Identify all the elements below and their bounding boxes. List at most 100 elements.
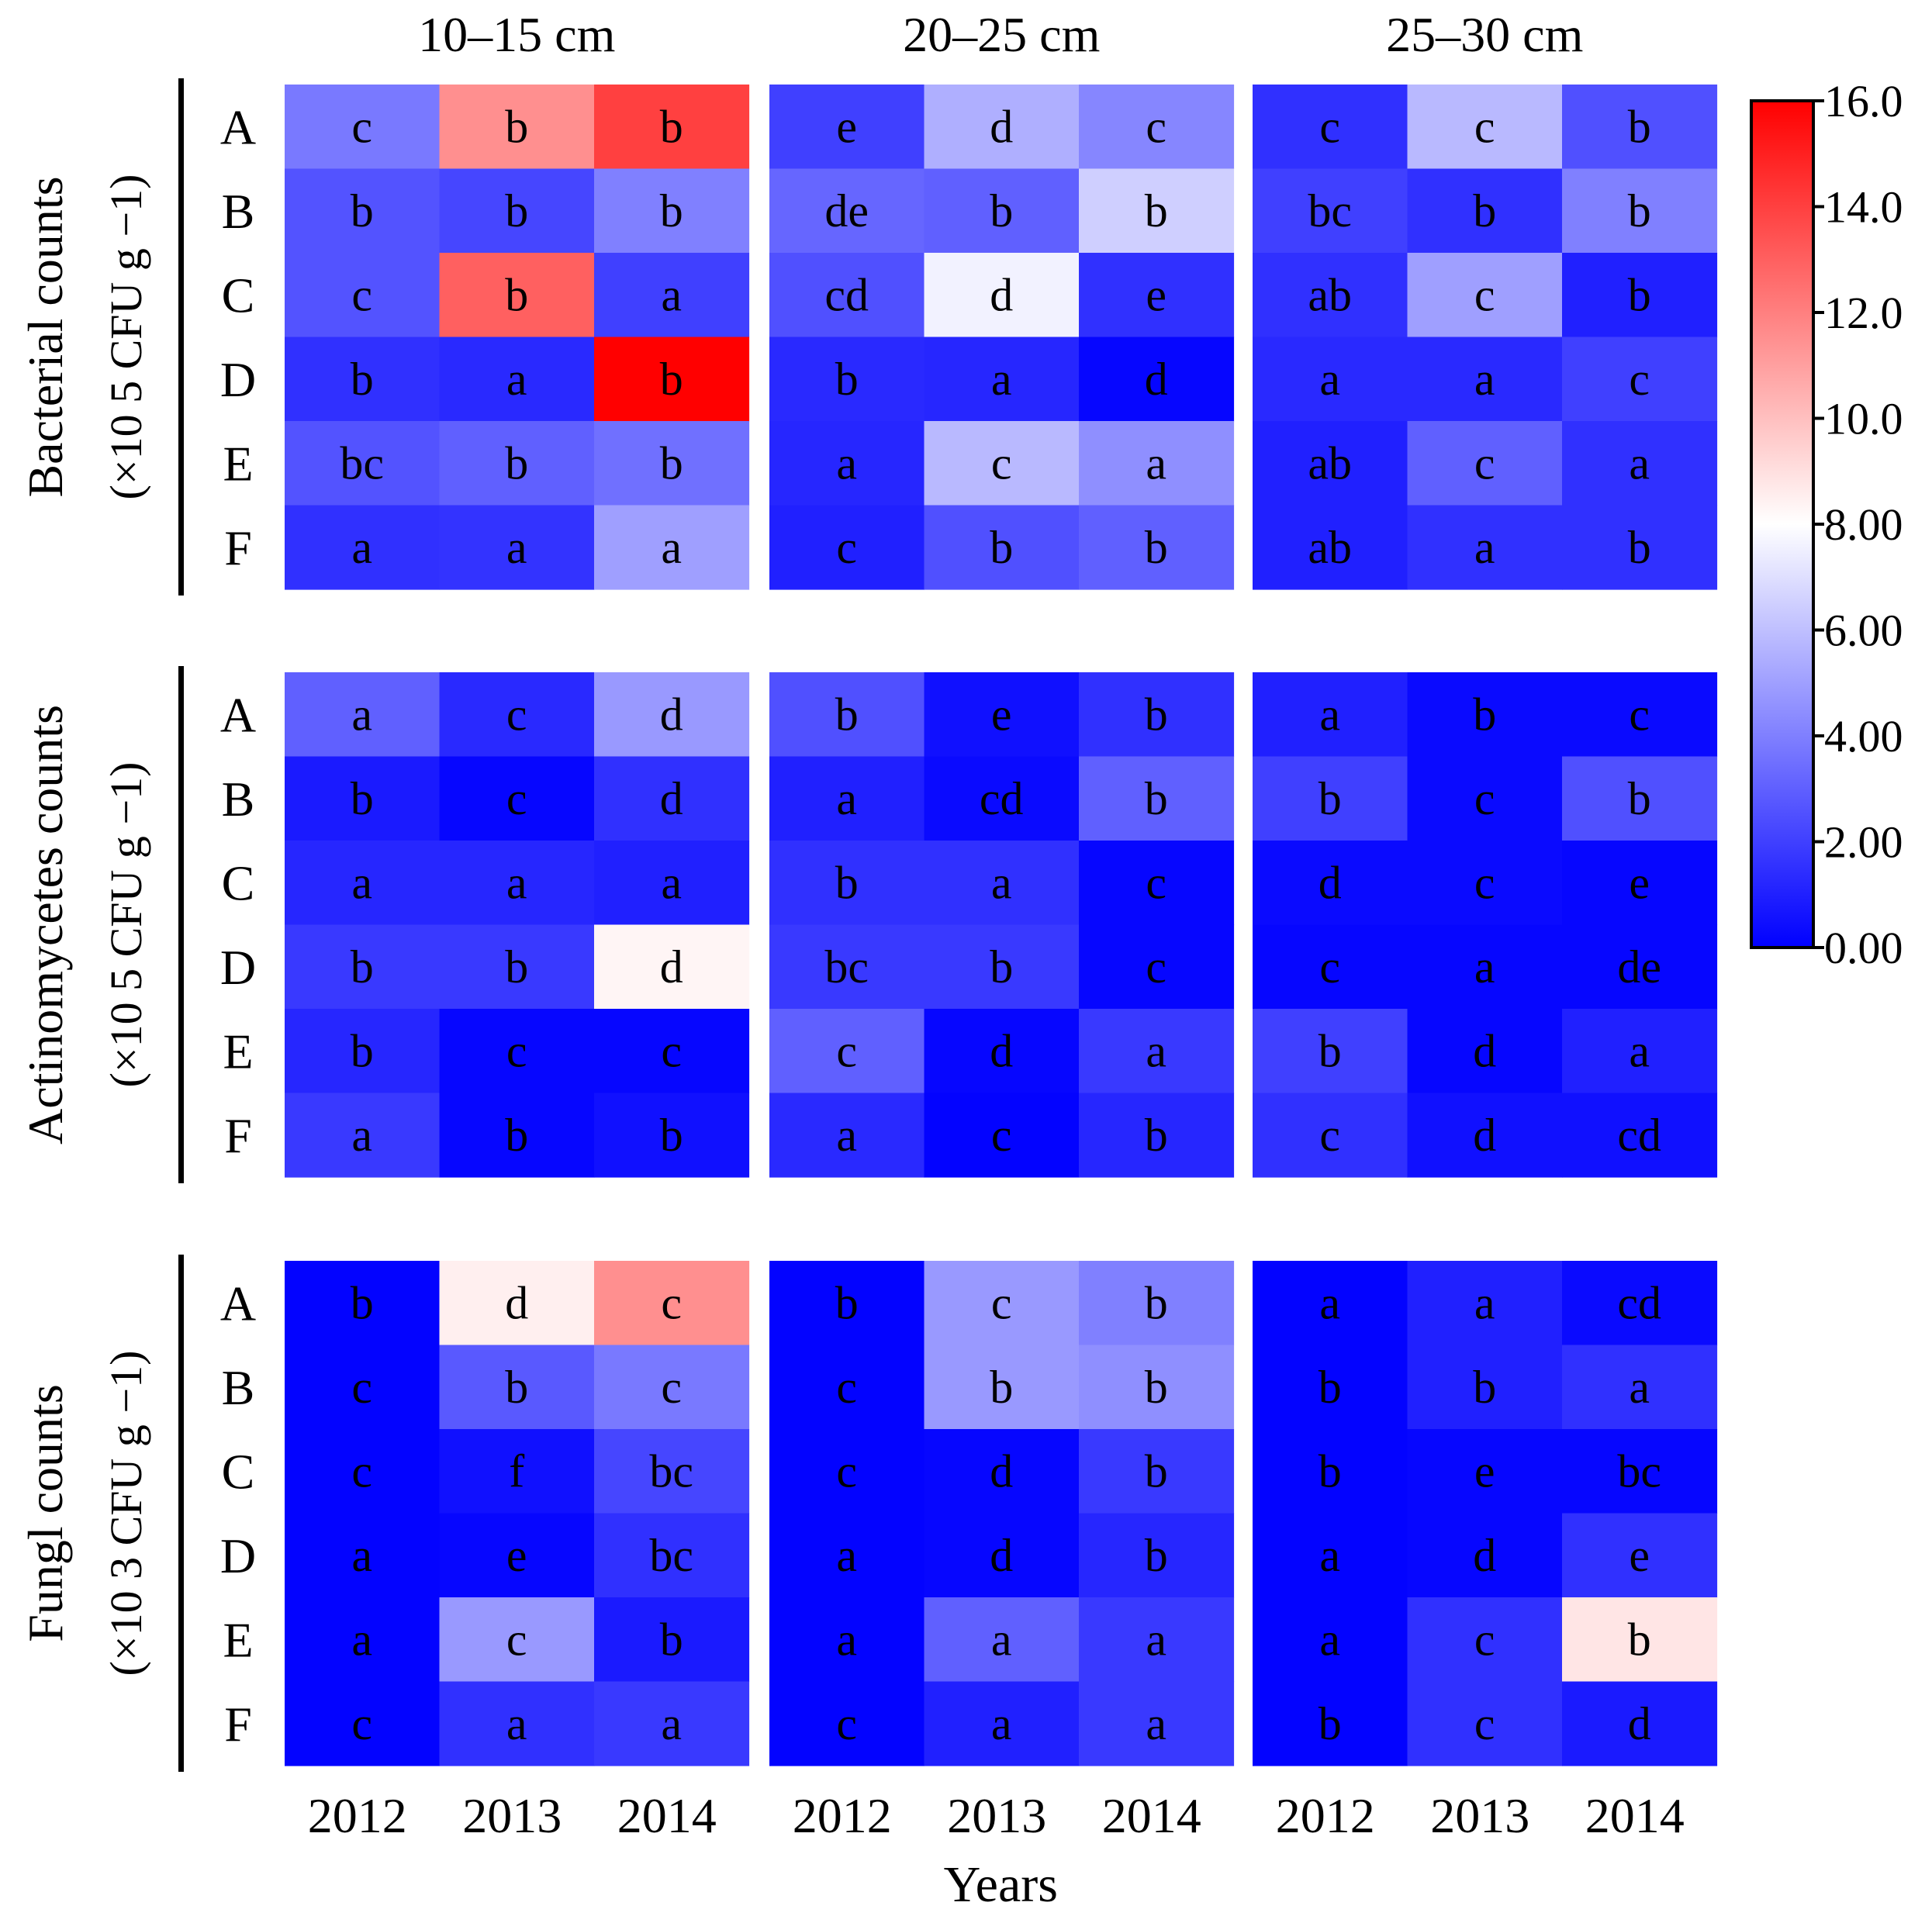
- significance-letter: bc: [649, 1530, 693, 1581]
- heatmap-cell: [1562, 337, 1718, 422]
- heatmap-cell: [285, 1597, 441, 1683]
- heatmap-cell: [1079, 1597, 1235, 1683]
- heatmap-cell: [1253, 1681, 1408, 1766]
- row-label-A: A: [220, 1276, 256, 1331]
- significance-letter: b: [1473, 1362, 1496, 1413]
- significance-letter: a: [1319, 1530, 1340, 1581]
- heatmap-cell: [1562, 1345, 1718, 1430]
- significance-letter: b: [1319, 1362, 1342, 1413]
- significance-letter: b: [1145, 773, 1168, 824]
- heatmap-cell: [1407, 924, 1563, 1010]
- row-label-E: E: [223, 1024, 253, 1079]
- row-label-C: C: [222, 855, 255, 910]
- heatmap-cell: [1407, 1093, 1563, 1178]
- heatmap-cell: [1562, 1597, 1718, 1683]
- heatmap-cell: [1253, 841, 1408, 926]
- significance-letter: a: [1474, 941, 1495, 993]
- heatmap-cell: [1562, 672, 1718, 758]
- colorbar-tick-label: 14.0: [1824, 182, 1903, 233]
- heatmap-cell: [1079, 421, 1235, 506]
- significance-letter: c: [836, 1445, 857, 1497]
- significance-letter: b: [505, 269, 528, 320]
- significance-letter: c: [1629, 354, 1650, 405]
- heatmap-cell: [1253, 85, 1408, 170]
- heatmap-cell: [1562, 1513, 1718, 1598]
- significance-letter: bc: [824, 941, 869, 993]
- significance-letter: d: [990, 1445, 1013, 1497]
- significance-letter: c: [1319, 101, 1340, 152]
- heatmap-cell: [924, 1093, 1080, 1178]
- heatmap-cell: [285, 756, 441, 841]
- heatmap-cell: [285, 505, 441, 590]
- heatmap-cell: [924, 924, 1080, 1010]
- depth-title-3: 25–30 cm: [1386, 7, 1583, 62]
- row-label-B: B: [222, 772, 255, 827]
- heatmap-cell: [594, 672, 750, 758]
- significance-letter: b: [660, 101, 683, 152]
- significance-letter: b: [1628, 269, 1651, 320]
- significance-letter: c: [506, 689, 527, 740]
- heatmap-cell: [769, 85, 925, 170]
- significance-letter: b: [351, 1025, 374, 1076]
- significance-letter: b: [1145, 1530, 1168, 1581]
- heatmap-cell: [1079, 1513, 1235, 1598]
- heatmap-cell: [769, 756, 925, 841]
- heatmap-cell: [1407, 1345, 1563, 1430]
- year-tick-label: 2014: [1102, 1788, 1201, 1843]
- heatmap-cell: [439, 85, 595, 170]
- significance-letter: c: [1146, 941, 1166, 993]
- significance-letter: b: [505, 185, 528, 236]
- significance-letter: b: [1145, 1362, 1168, 1413]
- significance-letter: c: [991, 1277, 1012, 1328]
- significance-letter: a: [991, 1614, 1012, 1665]
- heatmap-cell: [1407, 85, 1563, 170]
- significance-letter: b: [505, 437, 528, 489]
- year-tick-label: 2012: [1276, 1788, 1375, 1843]
- colorbar-gradient: [1750, 99, 1815, 949]
- row-label-F: F: [224, 1108, 252, 1163]
- row-label-E: E: [223, 436, 253, 491]
- significance-letter: c: [836, 522, 857, 573]
- significance-letter: a: [836, 1530, 857, 1581]
- heatmap-cell: [1407, 505, 1563, 590]
- heatmap-cell: [439, 924, 595, 1010]
- heatmap-cell: [1562, 1093, 1718, 1178]
- year-tick-label: 2014: [1585, 1788, 1685, 1843]
- x-axis-title: Years: [944, 1856, 1058, 1913]
- heatmap-cell: [1253, 168, 1408, 254]
- heatmap-cell: [924, 85, 1080, 170]
- colorbar-tick-label: 16.0: [1824, 76, 1903, 126]
- significance-letter: b: [1145, 522, 1168, 573]
- significance-letter: a: [1474, 354, 1495, 405]
- heatmap-cell: [769, 1261, 925, 1346]
- heatmap-cell: [924, 1681, 1080, 1766]
- heatmap-cell: [769, 421, 925, 506]
- significance-letter: b: [351, 185, 374, 236]
- significance-letter: a: [1319, 1614, 1340, 1665]
- significance-letter: a: [1629, 437, 1650, 489]
- significance-letter: b: [835, 689, 859, 740]
- significance-letter: c: [836, 1025, 857, 1076]
- significance-letter: e: [991, 689, 1012, 740]
- significance-letter: b: [1145, 1110, 1168, 1161]
- colorbar: 0.00 2.00 4.00 6.00 8.00 10.0 12.0 14.0 16.0: [1750, 76, 1903, 973]
- heatmap-cell: [1253, 924, 1408, 1010]
- heatmap-cell: [924, 421, 1080, 506]
- year-tick-label: 2012: [308, 1788, 407, 1843]
- significance-letter: b: [505, 941, 528, 993]
- heatmap-cell: [924, 505, 1080, 590]
- significance-letter: b: [660, 354, 683, 405]
- heatmap-cell: [1253, 1597, 1408, 1683]
- heatmap-cell: [924, 672, 1080, 758]
- heatmap-cell: [924, 1429, 1080, 1514]
- significance-letter: d: [1473, 1110, 1496, 1161]
- heatmap-cell: [285, 924, 441, 1010]
- row-label-F: F: [224, 520, 252, 575]
- heatmap-cell: [1407, 1681, 1563, 1766]
- significance-letter: a: [661, 269, 682, 320]
- heatmap-cell: [285, 1261, 441, 1346]
- row-label-D: D: [220, 1528, 256, 1583]
- heatmap-cell: [594, 1261, 750, 1346]
- significance-letter: b: [1628, 101, 1651, 152]
- heatmap-cell: [924, 1345, 1080, 1430]
